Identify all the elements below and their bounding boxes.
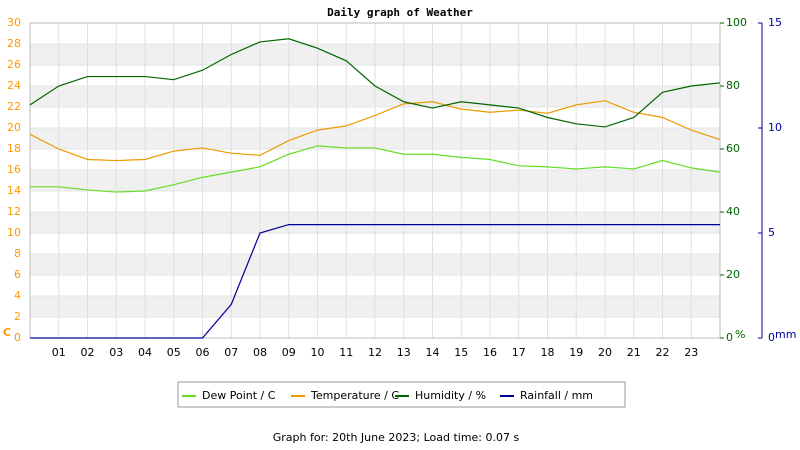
series-line (30, 224, 720, 339)
x-tick-label: 09 (282, 346, 296, 359)
y2-tick-label: 20 (726, 268, 740, 281)
x-tick-label: 19 (569, 346, 583, 359)
y-unit: C (3, 326, 11, 339)
x-tick-label: 04 (138, 346, 152, 359)
x-tick-label: 01 (52, 346, 66, 359)
x-tick-label: 20 (598, 346, 612, 359)
y2-unit: % (735, 328, 745, 341)
y3-tick-label: 5 (768, 226, 775, 239)
series-line (29, 100, 721, 162)
x-tick-label: 12 (368, 346, 382, 359)
y-tick-label: 0 (14, 331, 21, 344)
legend-box (177, 381, 626, 408)
x-tick-label: 08 (253, 346, 267, 359)
legend-label: Temperature / C (310, 389, 399, 402)
y-tick-label: 14 (7, 184, 21, 197)
series-line (29, 38, 721, 128)
y-tick-label: 26 (7, 58, 21, 71)
y3-unit: mm (775, 328, 796, 341)
x-tick-label: 16 (483, 346, 497, 359)
y-tick-label: 30 (7, 16, 21, 29)
chart-title: Daily graph of Weather (327, 6, 473, 19)
y-tick-label: 8 (14, 247, 21, 260)
y2-tick-label: 100 (726, 16, 747, 29)
x-tick-label: 14 (426, 346, 440, 359)
series-line (30, 145, 721, 193)
y-tick-label: 6 (14, 268, 21, 281)
x-tick-label: 10 (311, 346, 325, 359)
x-tick-label: 18 (541, 346, 555, 359)
y2-tick-label: 60 (726, 142, 740, 155)
x-tick-label: 22 (656, 346, 670, 359)
y3-tick-label: 0 (768, 331, 775, 344)
x-tick-label: 06 (196, 346, 210, 359)
y2-tick-label: 40 (726, 205, 740, 218)
legend-label: Dew Point / C (202, 389, 276, 402)
y2-tick-label: 80 (726, 79, 740, 92)
x-tick-label: 11 (339, 346, 353, 359)
x-tick-label: 03 (109, 346, 123, 359)
x-tick-label: 13 (397, 346, 411, 359)
x-tick-label: 23 (684, 346, 698, 359)
x-tick-label: 17 (512, 346, 526, 359)
y3-tick-label: 10 (768, 121, 782, 134)
y-tick-label: 18 (7, 142, 21, 155)
y-tick-label: 4 (14, 289, 21, 302)
y-tick-label: 10 (7, 226, 21, 239)
y-tick-label: 28 (7, 37, 21, 50)
y2-tick-label: 0 (726, 331, 733, 344)
x-tick-label: 15 (454, 346, 468, 359)
y-tick-label: 22 (7, 100, 21, 113)
footer: Graph for: 20th June 2023; Load time: 0.… (273, 431, 520, 444)
legend-label: Rainfall / mm (520, 389, 593, 402)
plot-border (29, 22, 721, 339)
x-tick-label: 05 (167, 346, 181, 359)
y3-tick-label: 15 (768, 16, 782, 29)
x-tick-label: 21 (627, 346, 641, 359)
y-tick-label: 24 (7, 79, 21, 92)
x-tick-label: 07 (224, 346, 238, 359)
y-tick-label: 20 (7, 121, 21, 134)
y-tick-label: 2 (14, 310, 21, 323)
y-tick-label: 12 (7, 205, 21, 218)
legend-label: Humidity / % (415, 389, 486, 402)
y-tick-label: 16 (7, 163, 21, 176)
x-tick-label: 02 (81, 346, 95, 359)
